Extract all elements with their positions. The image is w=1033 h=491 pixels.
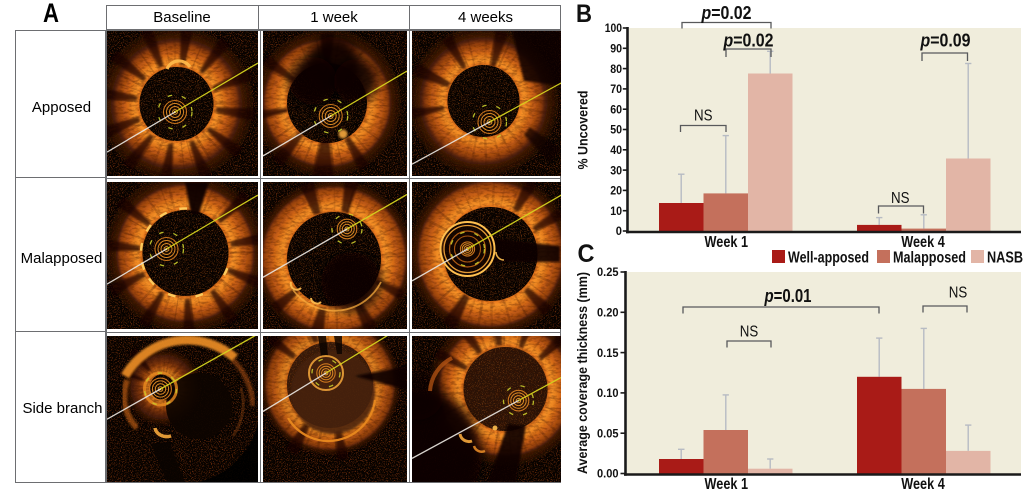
svg-text:Week 4: Week 4	[901, 234, 945, 251]
svg-text:% Uncovered: % Uncovered	[575, 91, 591, 170]
svg-text:C: C	[578, 240, 595, 268]
svg-text:NS: NS	[740, 324, 759, 341]
svg-text:0.15: 0.15	[597, 346, 619, 360]
svg-text:NS: NS	[949, 284, 968, 301]
svg-text:70: 70	[610, 82, 622, 96]
svg-text:p=0.02: p=0.02	[701, 2, 752, 23]
svg-text:NS: NS	[891, 190, 910, 207]
svg-text:90: 90	[610, 42, 622, 56]
svg-text:0.20: 0.20	[597, 306, 619, 320]
svg-text:0.05: 0.05	[597, 426, 619, 440]
svg-text:30: 30	[610, 163, 622, 177]
svg-text:NS: NS	[694, 107, 713, 124]
svg-text:Malapposed: Malapposed	[893, 250, 966, 267]
svg-text:0.25: 0.25	[597, 265, 619, 279]
svg-text:50: 50	[610, 123, 622, 137]
svg-text:20: 20	[610, 184, 622, 198]
svg-text:Well-apposed: Well-apposed	[788, 250, 869, 267]
svg-text:Week 1: Week 1	[705, 234, 749, 251]
svg-text:60: 60	[610, 102, 622, 116]
svg-text:40: 40	[610, 143, 622, 157]
svg-text:p=0.02: p=0.02	[723, 30, 774, 51]
svg-text:B: B	[576, 0, 592, 28]
svg-text:p=0.01: p=0.01	[764, 285, 812, 306]
svg-text:80: 80	[610, 62, 622, 76]
svg-text:0.00: 0.00	[597, 467, 619, 481]
svg-text:p=0.09: p=0.09	[920, 30, 971, 51]
svg-text:Week 1: Week 1	[705, 476, 749, 491]
svg-text:100: 100	[605, 21, 622, 35]
svg-text:NASB: NASB	[987, 250, 1023, 267]
svg-text:Average coverage thickness (mm: Average coverage thickness (mm)	[575, 272, 590, 474]
svg-text:10: 10	[610, 204, 622, 218]
svg-text:0.10: 0.10	[597, 386, 619, 400]
svg-text:0: 0	[616, 224, 622, 238]
svg-text:Week 4: Week 4	[901, 476, 945, 491]
